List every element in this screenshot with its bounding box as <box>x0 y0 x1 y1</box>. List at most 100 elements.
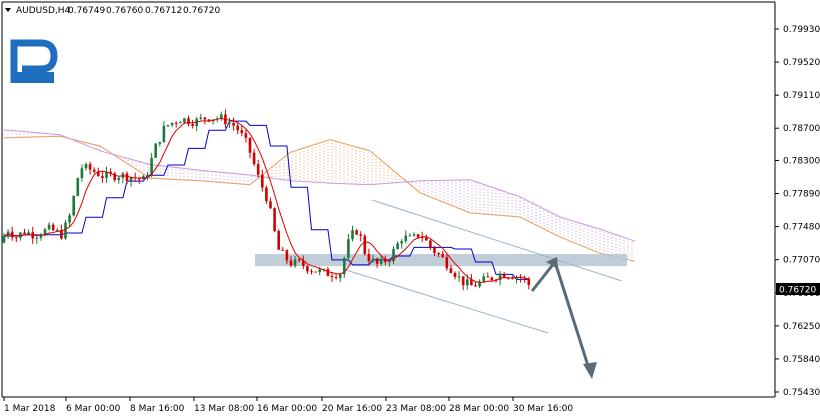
candle-body <box>236 125 239 131</box>
candle-body <box>179 122 182 124</box>
candle-body <box>60 229 63 239</box>
candle-body <box>228 122 231 125</box>
senkou-span-b <box>3 129 636 242</box>
candle-body <box>68 215 71 223</box>
candle-body <box>355 230 358 235</box>
candle-body <box>388 261 391 263</box>
symbol-timeframe: AUDUSD,H4 <box>16 6 71 16</box>
candle-body <box>457 276 461 278</box>
candle-body <box>105 171 108 178</box>
candle-body <box>113 173 116 180</box>
candle-body <box>252 152 256 165</box>
ohlc-low: 0.76712 <box>145 6 182 16</box>
candle-body <box>384 258 387 263</box>
candle-body <box>343 257 346 275</box>
candle-body <box>92 169 96 172</box>
price-tick-label: 0.79930 <box>783 25 820 35</box>
price-tick-label: 0.78700 <box>783 124 820 134</box>
time-tick-label: 6 Mar 00:00 <box>66 404 121 414</box>
candle-body <box>183 118 186 123</box>
candle-body <box>80 168 84 179</box>
candle-body <box>297 259 301 261</box>
candle-body <box>482 276 485 282</box>
candle-body <box>302 260 305 267</box>
candle-body <box>466 279 469 286</box>
candle-body <box>39 235 43 238</box>
candle-body <box>502 273 506 278</box>
candle-body <box>375 258 379 264</box>
candle-body <box>351 230 354 240</box>
candle-body <box>293 259 297 266</box>
candle-body <box>371 258 375 262</box>
candle-body <box>146 175 149 177</box>
current-price-label: 0.76720 <box>779 286 816 296</box>
channel-upper-line <box>371 199 623 282</box>
candle-body <box>445 257 449 269</box>
candle-body <box>109 171 112 174</box>
candle-body <box>334 277 338 279</box>
price-tick-label: 0.79520 <box>783 58 820 68</box>
candle-body <box>429 240 432 248</box>
candle-body <box>76 178 80 196</box>
symbol-dropdown-icon[interactable] <box>5 8 11 12</box>
candle-body <box>420 237 424 239</box>
candle-body <box>474 285 477 287</box>
time-tick-label: 16 Mar 00:00 <box>257 404 317 414</box>
ohlc-close: 0.76720 <box>183 6 220 16</box>
candle-body <box>363 235 367 254</box>
candle-body <box>170 122 174 126</box>
candle-body <box>261 174 264 188</box>
candle-body <box>51 224 55 231</box>
candle-body <box>461 276 465 286</box>
candle-body <box>256 164 260 175</box>
candle-body <box>408 235 412 237</box>
candle-body <box>47 224 51 230</box>
candle-body <box>527 278 531 285</box>
price-tick-label: 0.76250 <box>783 322 820 332</box>
candle-body <box>441 253 444 258</box>
candle-body <box>15 237 18 239</box>
candle-body <box>56 229 59 231</box>
candle-body <box>244 133 248 138</box>
arrow-head-down <box>583 362 597 379</box>
candlesticks <box>2 109 531 291</box>
candle-body <box>154 143 157 158</box>
candle-body <box>129 177 133 181</box>
candle-body <box>203 117 207 120</box>
candle-body <box>125 173 129 181</box>
candle-body <box>27 232 30 235</box>
current-price-tag <box>776 283 820 295</box>
candle-body <box>199 117 203 119</box>
time-tick-label: 20 Mar 16:00 <box>322 404 382 414</box>
candle-body <box>396 243 399 250</box>
candle-body <box>72 195 75 216</box>
price-channel <box>345 199 623 334</box>
candle-body <box>310 271 313 273</box>
time-tick-label: 30 Mar 16:00 <box>513 404 573 414</box>
candle-body <box>166 125 170 127</box>
candle-body <box>162 125 166 142</box>
ohlc-open: 0.76749 <box>68 6 105 16</box>
ichimoku-cloud <box>3 129 636 262</box>
candle-body <box>470 279 473 286</box>
candle-body <box>117 177 121 180</box>
tenkan-sen-line <box>3 117 529 283</box>
time-tick-label: 23 Mar 08:00 <box>386 404 446 414</box>
price-axis: 0.79930 0.79520 0.79110 0.78700 0.78300 0.778… <box>775 25 820 398</box>
candle-body <box>23 232 26 235</box>
candle-body <box>191 124 194 127</box>
candle-body <box>318 269 321 273</box>
candle-body <box>150 157 153 176</box>
candle-body <box>330 276 334 278</box>
candle-body <box>240 130 244 134</box>
candle-body <box>379 258 383 264</box>
candle-body <box>314 271 317 273</box>
candle-body <box>306 266 309 272</box>
candle-body <box>158 141 162 144</box>
candle-body <box>433 247 436 254</box>
candle-body <box>174 122 178 124</box>
price-tick-label: 0.75840 <box>783 355 820 365</box>
time-axis: 1 Mar 2018 6 Mar 00:00 8 Mar 16:00 13 Mar 0… <box>3 397 573 414</box>
candle-body <box>248 137 252 153</box>
